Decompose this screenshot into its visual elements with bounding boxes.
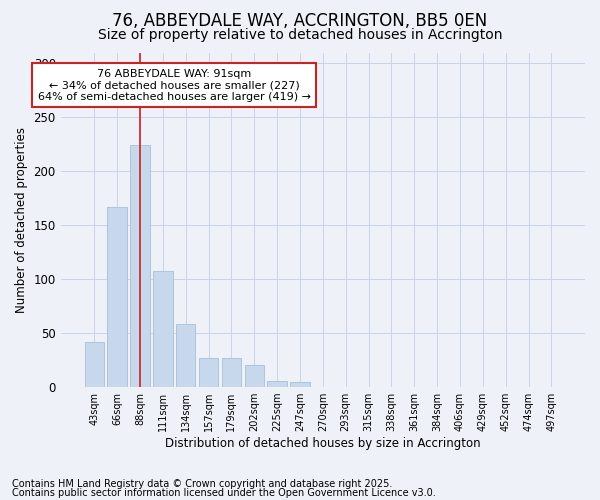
Bar [199, 358, 218, 387]
Text: Contains public sector information licensed under the Open Government Licence v3: Contains public sector information licen… [12, 488, 436, 498]
Bar [221, 358, 241, 387]
Bar [176, 324, 196, 387]
Text: 76 ABBEYDALE WAY: 91sqm
← 34% of detached houses are smaller (227)
64% of semi-d: 76 ABBEYDALE WAY: 91sqm ← 34% of detache… [38, 68, 311, 102]
Bar [245, 366, 264, 387]
Bar [268, 380, 287, 387]
Text: Contains HM Land Registry data © Crown copyright and database right 2025.: Contains HM Land Registry data © Crown c… [12, 479, 392, 489]
Bar [130, 146, 149, 387]
Text: 76, ABBEYDALE WAY, ACCRINGTON, BB5 0EN: 76, ABBEYDALE WAY, ACCRINGTON, BB5 0EN [112, 12, 488, 30]
Bar [107, 207, 127, 387]
Y-axis label: Number of detached properties: Number of detached properties [15, 127, 28, 313]
Bar [290, 382, 310, 387]
Bar [85, 342, 104, 387]
Text: Size of property relative to detached houses in Accrington: Size of property relative to detached ho… [98, 28, 502, 42]
Bar [153, 270, 173, 387]
X-axis label: Distribution of detached houses by size in Accrington: Distribution of detached houses by size … [165, 437, 481, 450]
